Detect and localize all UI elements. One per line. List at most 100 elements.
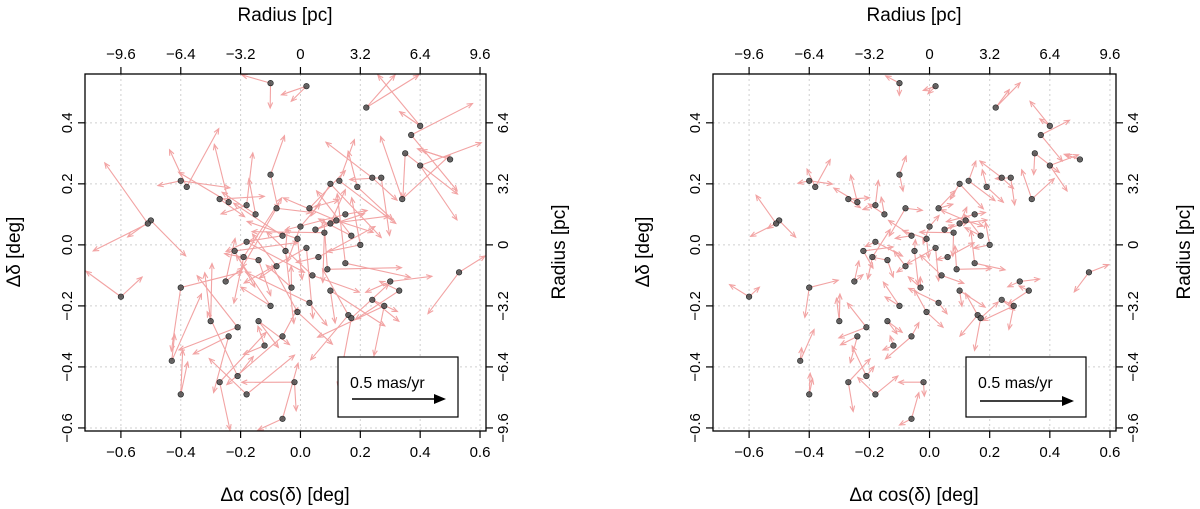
proper-motion-arrow xyxy=(241,74,271,84)
x-tick-label: 0.4 xyxy=(410,444,431,461)
y-tick-label: −0.6 xyxy=(59,413,76,443)
star-point xyxy=(1037,131,1044,139)
proper-motion-arrowhead xyxy=(921,390,927,398)
star-point xyxy=(773,220,780,227)
star-point xyxy=(869,253,876,261)
star-point xyxy=(986,241,993,248)
star-point xyxy=(291,379,298,386)
stars-right xyxy=(745,80,1093,422)
proper-motion-arrow xyxy=(850,174,858,203)
proper-motion-arrowhead xyxy=(310,209,317,217)
y-tick-label: −0.6 xyxy=(687,413,704,443)
proper-motion-arrowhead xyxy=(834,296,840,305)
proper-motion-arrowhead xyxy=(315,189,323,197)
proper-motion-arrowhead xyxy=(896,89,903,97)
proper-motion-arrowhead xyxy=(846,302,853,310)
proper-motion-arrowhead xyxy=(866,272,872,281)
proper-motion-arrow xyxy=(347,151,358,188)
star-point xyxy=(243,238,250,245)
proper-motion-arrowhead xyxy=(258,193,266,200)
proper-motion-arrowhead xyxy=(244,271,252,277)
y-tick-label: −0.4 xyxy=(59,352,76,382)
proper-motion-arrowhead xyxy=(887,219,895,226)
proper-motion-arrowhead xyxy=(378,320,387,327)
proper-motion-arrow xyxy=(365,280,391,293)
proper-motion-arrowhead xyxy=(887,244,895,251)
star-point xyxy=(267,171,274,178)
proper-motion-arrow xyxy=(246,220,298,240)
proper-motion-arrowhead xyxy=(126,231,134,238)
star-point xyxy=(971,211,978,218)
proper-motion-arrow xyxy=(838,326,867,339)
proper-motion-arrow xyxy=(848,197,870,200)
proper-motion-arrowhead xyxy=(884,75,892,81)
proper-motion-arrowhead xyxy=(972,244,980,250)
proper-motion-arrowhead xyxy=(884,353,892,360)
star-point xyxy=(279,333,286,340)
ticks-right: −0.6 −0.4 −0.2 0.0 0.2 0.4 0.6 −0.6 −0.4 −0.2 0.0 0… xyxy=(687,46,1142,461)
proper-motion-arrow xyxy=(371,177,398,201)
proper-motion-arrow xyxy=(1010,177,1016,205)
star-point xyxy=(911,247,918,255)
star-point xyxy=(845,379,852,386)
proper-motion-arrow xyxy=(258,259,272,296)
proper-motion-arrowhead xyxy=(1031,168,1037,176)
star-point xyxy=(884,318,891,325)
proper-motion-arrowhead xyxy=(196,274,203,282)
proper-motion-arrow xyxy=(221,191,256,215)
proper-motion-arrow xyxy=(729,284,750,298)
star-point xyxy=(240,253,247,261)
star-point xyxy=(935,205,942,212)
proper-motion-arrow xyxy=(330,290,386,327)
proper-motion-arrowhead xyxy=(242,277,251,284)
right-tick-label: 0 xyxy=(1125,241,1142,249)
proper-motion-arrowhead xyxy=(156,181,164,188)
star-point xyxy=(1046,122,1053,129)
proper-motion-arrowhead xyxy=(267,102,274,110)
proper-motion-arrow xyxy=(913,250,919,285)
x-tick-label: 0.6 xyxy=(1100,444,1121,461)
proper-motion-arrow xyxy=(323,219,328,270)
proper-motion-arrowhead xyxy=(361,208,369,215)
star-point xyxy=(255,318,262,325)
proper-motion-arrowhead xyxy=(386,213,394,221)
star-point xyxy=(977,232,984,239)
proper-motion-arrowhead xyxy=(933,214,940,222)
proper-motion-arrowhead xyxy=(206,310,213,318)
y-tick-label: 0.0 xyxy=(687,234,704,255)
star-point xyxy=(806,177,813,184)
star-point xyxy=(327,287,334,294)
proper-motion-arrowhead xyxy=(981,315,989,322)
proper-motion-arrow xyxy=(93,223,149,252)
star-point xyxy=(243,202,250,209)
top-axis-label-right: Radius [pc] xyxy=(866,5,961,26)
proper-motion-arrow xyxy=(248,178,257,215)
x-tick-label: 0.2 xyxy=(350,444,371,461)
proper-motion-arrowhead xyxy=(945,217,953,224)
proper-motion-arrow xyxy=(246,241,305,273)
proper-motion-arrowhead xyxy=(321,319,328,327)
proper-motion-arrow xyxy=(180,361,189,395)
proper-motion-arrowhead xyxy=(368,225,377,232)
proper-motion-arrow xyxy=(940,209,966,221)
proper-motion-arrowhead xyxy=(286,256,292,264)
star-point xyxy=(836,318,843,325)
proper-motion-arrowhead xyxy=(1014,81,1022,89)
proper-motion-arrowhead xyxy=(854,259,861,268)
proper-motion-arrow xyxy=(157,180,181,187)
star-point xyxy=(977,315,984,322)
proper-motion-arrowhead xyxy=(224,246,233,252)
star-point xyxy=(327,220,334,227)
star-point xyxy=(884,257,891,264)
star-point xyxy=(1076,156,1084,163)
proper-motion-arrowhead xyxy=(389,73,396,81)
proper-motion-arrow xyxy=(985,222,991,245)
star-point xyxy=(396,287,403,294)
proper-motion-arrowhead xyxy=(179,348,186,356)
proper-motion-arrow xyxy=(257,326,266,346)
proper-motion-arrow xyxy=(947,242,975,258)
proper-motion-arrow xyxy=(355,290,400,320)
top-tick-label: 9.6 xyxy=(470,46,491,63)
star-point xyxy=(294,235,301,242)
proper-motion-arrow xyxy=(868,203,885,215)
